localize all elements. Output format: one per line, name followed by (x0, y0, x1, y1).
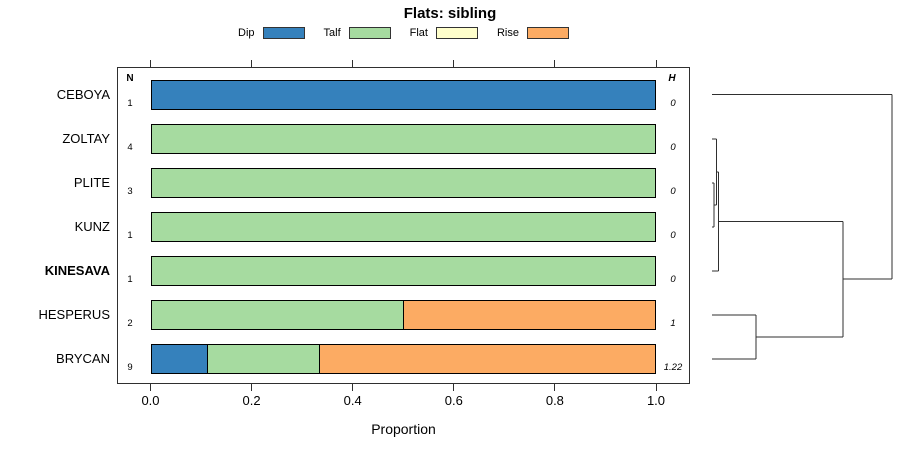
h-value-brycan: 1.22 (663, 362, 683, 373)
n-value-zoltay: 4 (127, 142, 133, 153)
x-tick-top (655, 60, 657, 67)
legend-item-flat: Flat (409, 26, 478, 39)
x-tick-label: 0.0 (141, 393, 160, 408)
x-tick-label: 0.8 (545, 393, 564, 408)
x-tick-bottom (150, 384, 151, 391)
bar-brycan (150, 344, 656, 374)
row-label-hesperus: HESPERUS (38, 307, 110, 322)
bar-ceboya (150, 80, 656, 110)
row-label-ceboya: CEBOYA (56, 87, 110, 102)
bar-segment-talf (151, 169, 655, 197)
n-value-kunz: 1 (127, 230, 133, 241)
legend-swatch-talf (348, 26, 391, 39)
legend-label: Dip (238, 26, 255, 39)
h-value-ceboya: 0 (670, 98, 676, 109)
x-tick-top (554, 60, 556, 67)
n-value-plite: 3 (127, 186, 133, 197)
legend-swatch-rise (527, 26, 569, 39)
bar-segment-talf (151, 301, 404, 329)
chart-title: Flats: sibling (403, 5, 497, 22)
legend-item-dip: Dip (238, 26, 305, 39)
h-value-kinesava: 0 (670, 274, 676, 285)
bar-segment-dip (151, 81, 655, 109)
h-value-hesperus: 1 (670, 318, 676, 329)
x-axis-label: Proportion (371, 421, 436, 437)
legend-swatch-dip (262, 26, 305, 39)
h-value-zoltay: 0 (670, 142, 676, 153)
n-value-kinesava: 1 (127, 274, 133, 285)
bar-kinesava (150, 256, 656, 286)
bar-kunz (150, 212, 656, 242)
bar-segment-talf (151, 257, 655, 285)
x-tick-label: 0.6 (444, 393, 463, 408)
row-label-kunz: KUNZ (74, 219, 110, 234)
x-tick-top (352, 60, 354, 67)
x-tick-label: 0.2 (242, 393, 261, 408)
bar-plite (150, 168, 656, 198)
bar-zoltay (150, 124, 656, 154)
x-tick-top (453, 60, 455, 67)
n-column-header: N (126, 73, 134, 84)
bar-segment-talf (151, 213, 655, 241)
legend-item-talf: Talf (323, 26, 391, 39)
x-tick-bottom (554, 384, 556, 391)
row-label-kinesava: KINESAVA (44, 263, 110, 278)
legend-swatch-flat (435, 26, 478, 39)
row-label-zoltay: ZOLTAY (62, 131, 110, 146)
n-value-ceboya: 1 (127, 98, 133, 109)
bar-segment-talf (151, 125, 655, 153)
legend-label: Talf (323, 26, 341, 39)
legend: Dip Talf Flat Rise (117, 24, 690, 41)
legend-item-rise: Rise (496, 26, 569, 39)
row-label-plite: PLITE (73, 175, 110, 190)
h-value-kunz: 0 (670, 230, 676, 241)
bar-segment-rise (403, 301, 655, 329)
plot-frame (117, 67, 690, 384)
n-value-brycan: 9 (127, 362, 133, 373)
bar-segment-dip (151, 345, 208, 373)
bar-hesperus (150, 300, 656, 330)
x-tick-bottom (251, 384, 253, 391)
x-tick-bottom (453, 384, 455, 391)
row-label-brycan: BRYCAN (56, 351, 110, 366)
bar-segment-rise (319, 345, 655, 373)
legend-label: Rise (496, 26, 519, 39)
x-tick-bottom (352, 384, 354, 391)
x-tick-top (150, 60, 151, 67)
x-tick-label: 1.0 (646, 393, 666, 408)
h-value-plite: 0 (670, 186, 676, 197)
legend-label: Flat (409, 26, 428, 39)
x-tick-top (251, 60, 253, 67)
n-value-hesperus: 2 (127, 318, 133, 329)
x-tick-bottom (655, 384, 657, 391)
h-column-header: H (668, 73, 676, 84)
bar-segment-talf (207, 345, 320, 373)
x-tick-label: 0.4 (343, 393, 362, 408)
